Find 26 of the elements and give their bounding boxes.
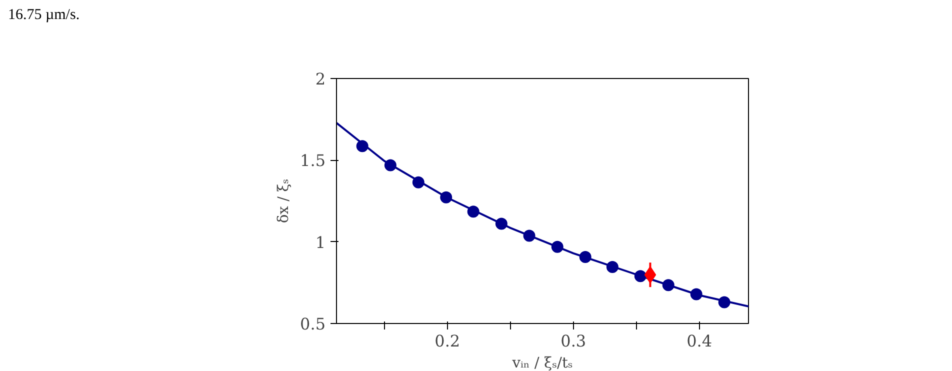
point — [356, 140, 368, 152]
point — [551, 240, 564, 253]
point — [634, 270, 646, 282]
y-axis-title: δx / ξₛ — [275, 178, 292, 224]
y-tick-label: 2 — [315, 70, 326, 88]
y-tick-label: 1.5 — [300, 151, 326, 170]
y-tick-label: 1 — [315, 232, 326, 252]
point — [495, 218, 508, 230]
x-tick-label: 0.3 — [560, 332, 586, 350]
y-tick-label: 0.5 — [300, 314, 326, 334]
x-axis-title: vᵢₙ / ξₛ/tₛ — [511, 354, 573, 371]
point — [440, 191, 452, 204]
point — [644, 266, 656, 284]
point — [579, 251, 592, 264]
point — [662, 279, 674, 292]
point — [467, 206, 480, 218]
point — [606, 261, 618, 273]
point — [384, 159, 396, 172]
point — [690, 288, 702, 300]
point — [412, 176, 424, 188]
point — [718, 296, 730, 308]
point — [523, 230, 536, 242]
text: 16.75 µm/s. — [8, 6, 80, 25]
x-tick-label: 0.2 — [434, 332, 460, 350]
x-tick-label: 0.4 — [686, 332, 712, 350]
line-series — [336, 122, 748, 308]
